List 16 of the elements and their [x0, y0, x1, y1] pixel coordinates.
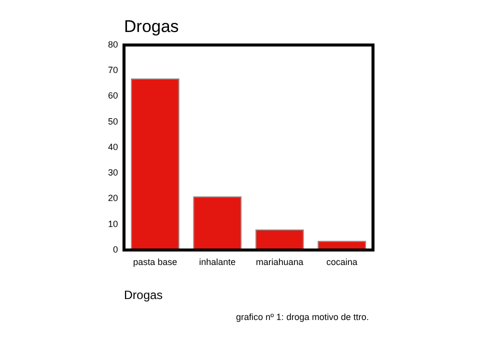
y-tick-label: 20	[108, 193, 118, 204]
y-tick-label: 0	[112, 244, 118, 254]
y-tick-label: 80	[108, 39, 118, 50]
y-tick-label: 60	[108, 90, 118, 101]
text: grafico nº 1: droga motivo de ttro.	[236, 312, 369, 322]
y-tick-label: 70	[108, 65, 118, 76]
x-tick-label: inhalante	[199, 256, 236, 267]
x-tick-label: pasta base	[133, 256, 178, 267]
x-axis-title: Drogas	[124, 288, 163, 302]
y-tick-label: 10	[108, 218, 118, 229]
x-tick-label: cocaina	[326, 256, 358, 267]
x-tick-label: mariahuana	[256, 256, 304, 267]
chart-title: Drogas	[124, 17, 179, 37]
y-tick-label: 40	[108, 142, 118, 152]
y-tick-label: 50	[108, 116, 118, 126]
y-tick-label: 30	[108, 168, 118, 178]
